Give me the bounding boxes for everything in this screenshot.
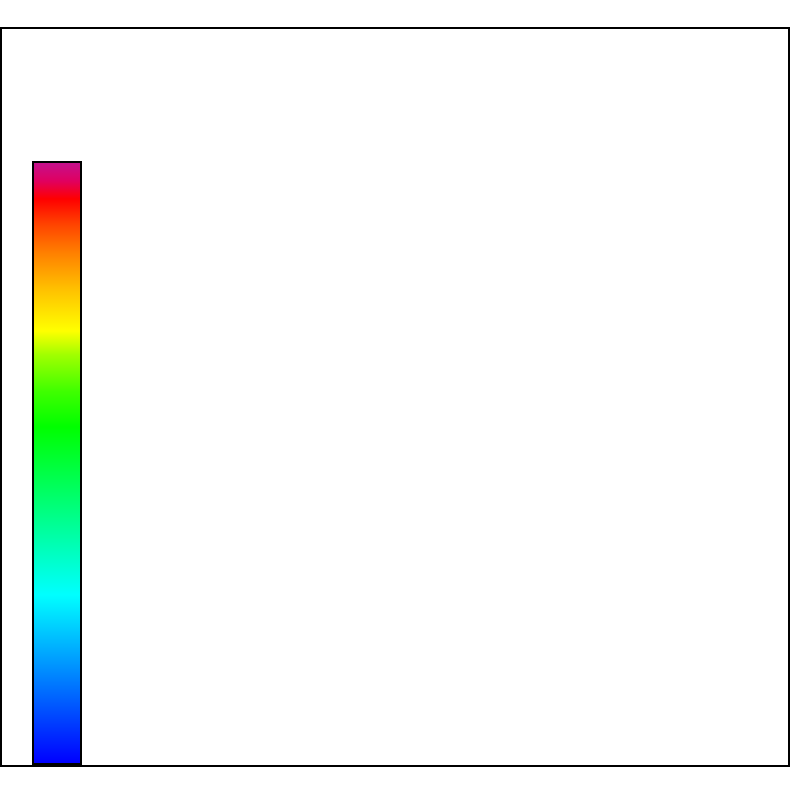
colorbar[interactable] (32, 161, 82, 765)
colorbar-gradient (32, 161, 82, 765)
map-plot-area[interactable] (0, 27, 790, 767)
wind-vector-canvas (0, 27, 790, 767)
